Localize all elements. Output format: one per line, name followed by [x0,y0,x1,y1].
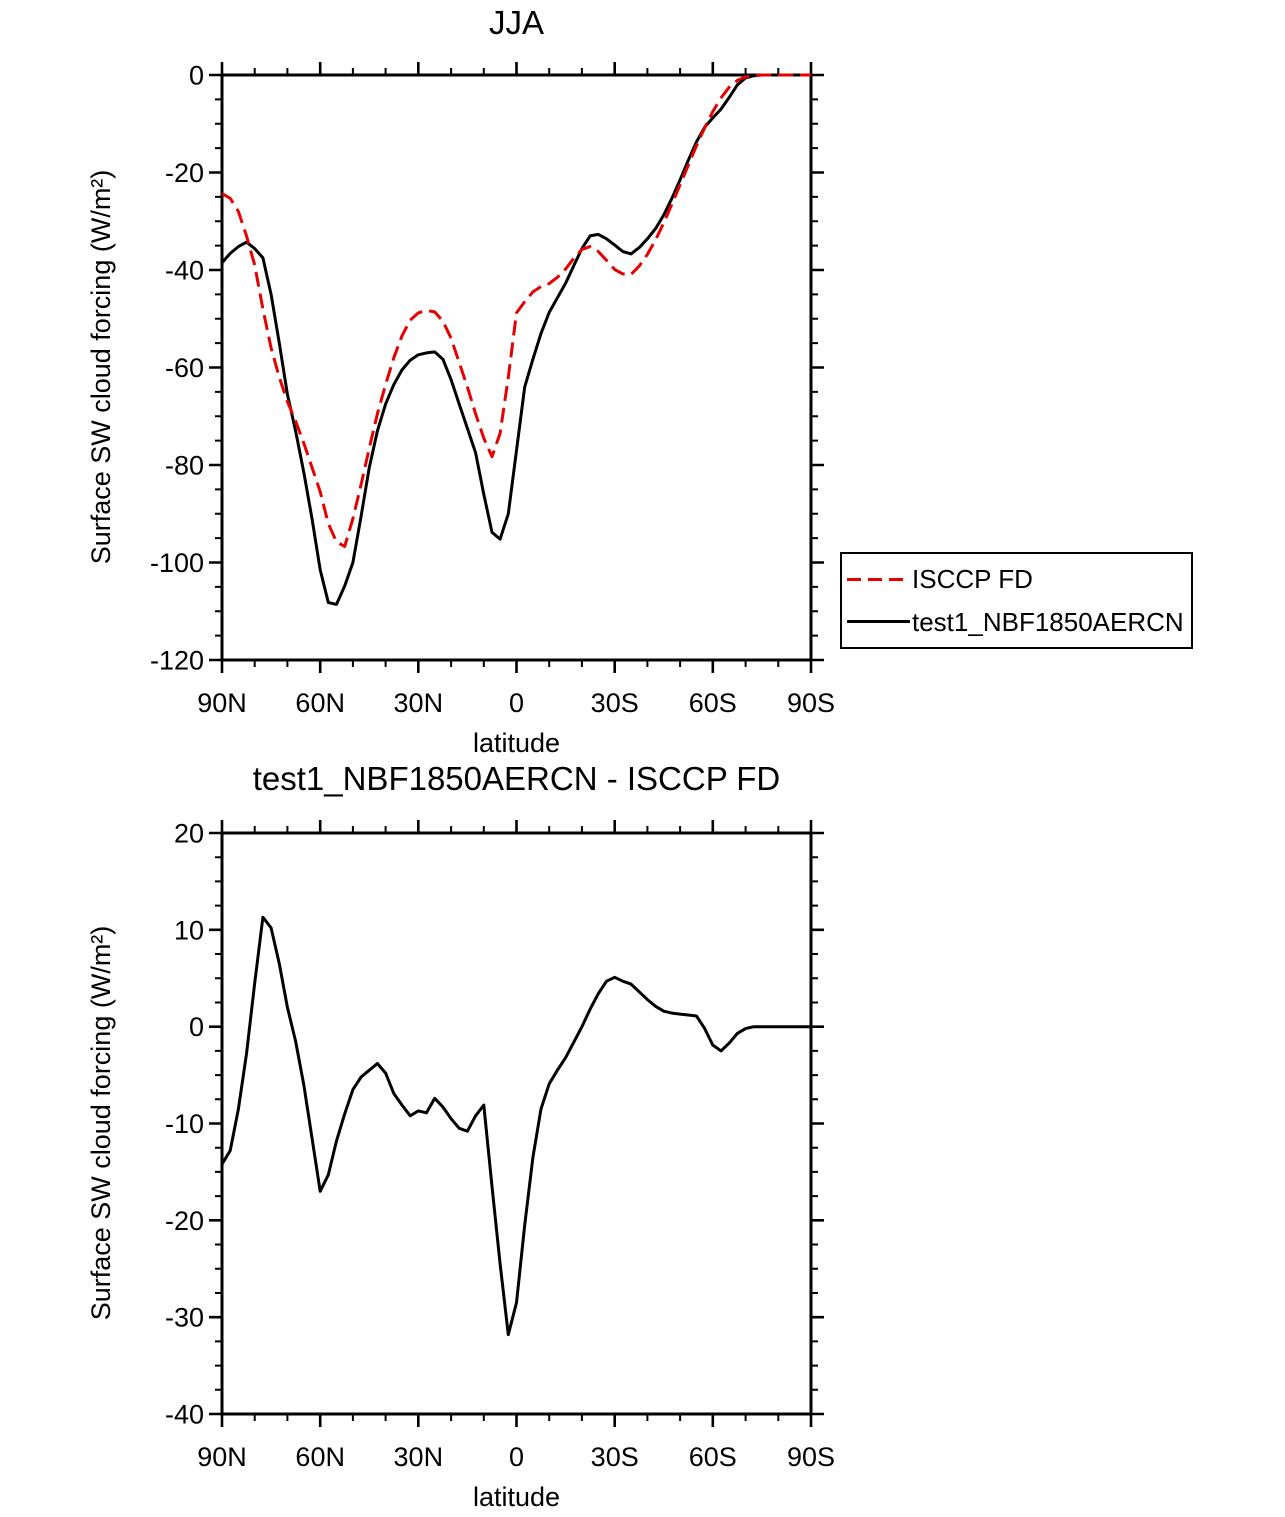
top-chart-minor-ticks [215,68,818,667]
bottom-chart-y-tick-label: 0 [189,1012,204,1042]
top-chart-y-tick-label: 0 [189,61,204,91]
top-chart-y-axis-label: Surface SW cloud forcing (W/m²) [86,169,116,565]
bottom-chart-x-axis-label: latitude [472,1482,561,1512]
bottom-chart-x-tick-label: 60S [689,1442,737,1472]
bottom-chart-y-tick-label: 20 [174,819,204,849]
top-chart-axis-frame [220,73,813,662]
bottom-chart-x-tick-label: 90N [197,1442,247,1472]
bottom-chart-minor-ticks [215,826,818,1421]
bottom-chart-y-tick-label: -20 [165,1206,204,1236]
top-chart-title: JJA [488,4,544,41]
top-chart-x-tick-label: 0 [509,688,524,718]
legend-label: test1_NBF1850AERCN [912,606,1184,637]
top-chart-x-tick-label: 90S [787,688,835,718]
top-chart-y-tick-label: -100 [150,548,204,578]
black-solid-line-sample [847,620,910,624]
bottom-chart-x-tick-label: 30S [591,1442,639,1472]
legend-entry-test1: test1_NBF1850AERCN [842,605,1191,639]
top-chart-major-ticks [209,62,824,673]
bottom-chart-major-ticks [209,820,824,1427]
top-chart-x-tick-label: 30S [591,688,639,718]
bottom-chart-x-tick-label: 60N [295,1442,345,1472]
legend-label: ISCCP FD [912,564,1033,595]
series-line-isccp-fd [221,73,811,548]
top-chart-x-tick-label: 60S [689,688,737,718]
bottom-chart-x-tick-label: 30N [394,1442,444,1472]
top-chart-y-tick-label: -40 [165,256,204,286]
bottom-chart-y-tick-label: -10 [165,1109,204,1139]
top-chart-x-tick-label: 60N [295,688,345,718]
bottom-chart-y-tick-label: -30 [165,1303,204,1333]
top-chart-y-tick-label: -80 [165,451,204,481]
legend-entry-isccp-fd: ISCCP FD [842,562,1191,596]
bottom-chart-y-axis-label: Surface SW cloud forcing (W/m²) [86,925,116,1321]
top-chart-x-tick-label: 90N [197,688,247,718]
bottom-chart-y-tick-label: 10 [174,915,204,945]
series-line-test1-nbf1850aercn [220,73,811,606]
top-chart-y-tick-label: -120 [150,646,204,676]
bottom-chart-axis-frame [220,831,813,1416]
series-line-test1-nbf1850aercn-isccp-fd [220,915,811,1337]
red-dashed-line-sample [847,577,910,581]
legend-box: ISCCP FD test1_NBF1850AERCN [840,552,1193,649]
bottom-chart-x-tick-label: 0 [509,1442,524,1472]
bottom-chart-title: test1_NBF1850AERCN - ISCCP FD [252,760,781,797]
top-chart-x-axis-label: latitude [472,728,561,758]
bottom-chart-y-tick-label: -40 [165,1400,204,1430]
top-chart-x-tick-label: 30N [394,688,444,718]
top-chart-y-tick-label: -60 [165,353,204,383]
top-chart-y-tick-label: -20 [165,158,204,188]
bottom-chart-x-tick-label: 90S [787,1442,835,1472]
